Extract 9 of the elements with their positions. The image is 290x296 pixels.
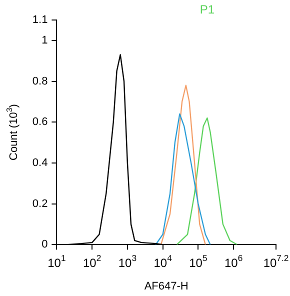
y-tick-label: 0.8 [32, 75, 48, 88]
y-tick-label: 0.6 [32, 116, 48, 128]
y-tick-label: 0.4 [32, 156, 48, 169]
y-tick-label: 1.1 [32, 14, 48, 26]
y-tick-label: 0 [42, 238, 48, 251]
text: P1 [200, 2, 215, 16]
y-tick-label: 0.2 [32, 198, 48, 210]
x-axis-title: AF647-H [144, 280, 188, 293]
y-tick-label: 1 [42, 34, 48, 46]
